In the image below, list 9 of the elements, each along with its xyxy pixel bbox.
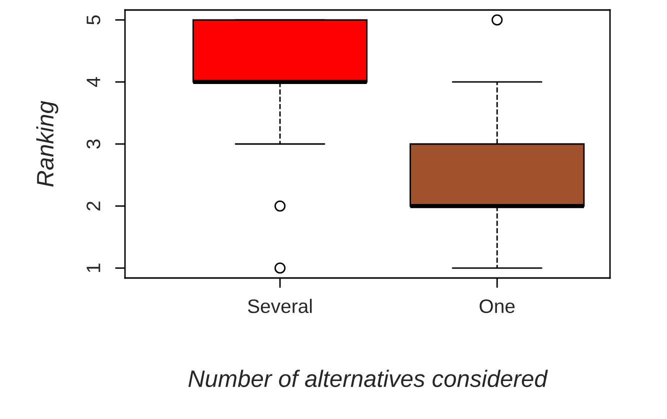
y-tick-label: 3 [86, 139, 100, 149]
y-tick-label: 2 [86, 202, 100, 210]
y-tick-label: 4 [86, 77, 100, 87]
x-tick-label: Several [248, 298, 312, 314]
y-axis-title: Ranking [36, 100, 58, 187]
x-tick-label: One [480, 299, 515, 314]
y-tick-label: 5 [86, 15, 100, 25]
y-tick-label: 1 [86, 264, 100, 272]
x-axis-title: Number of alternatives considered [188, 370, 548, 388]
